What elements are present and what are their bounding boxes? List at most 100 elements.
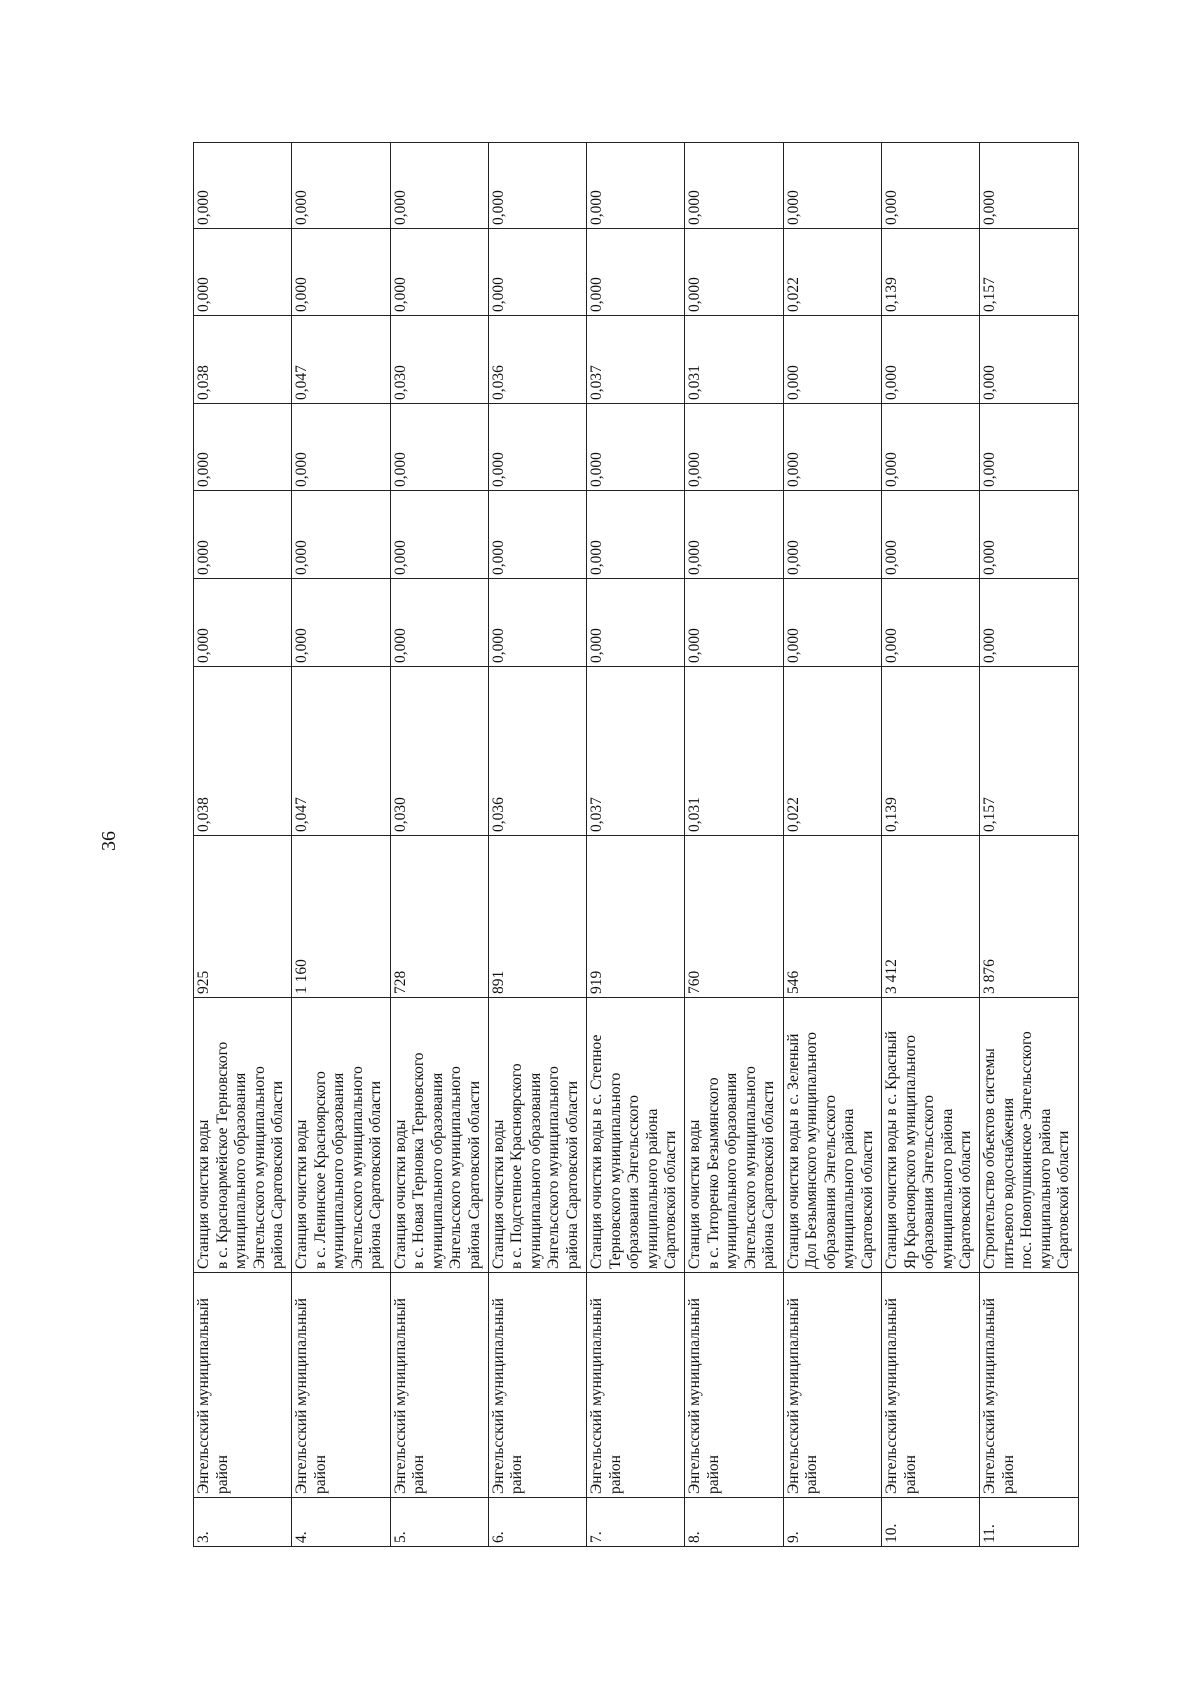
value-cell: 0,000 [488, 490, 587, 579]
value-cell: 0,000 [586, 228, 685, 316]
value-cell: 0,000 [586, 490, 685, 579]
row-number-cell: 8. [684, 1497, 784, 1547]
row-number-cell: 3. [193, 1497, 292, 1547]
value-cell: 0,000 [193, 403, 292, 491]
object-cell: Станция очистки воды в с. Степное Тернов… [586, 997, 685, 1273]
object-cell: Станция очистки воды в с. Подстепное Кра… [488, 997, 587, 1273]
row-number-cell: 5. [390, 1497, 489, 1547]
table-row: 5. Энгельсский муниципальный район Станция… [390, 142, 489, 1547]
value-cell: 0,000 [291, 142, 391, 229]
value-cell: 1 160 [291, 835, 391, 998]
value-cell: 0,038 [193, 666, 292, 836]
value-cell: 0,036 [488, 666, 587, 836]
value-cell: 0,000 [488, 403, 587, 491]
table-row: 7. Энгельсский муниципальный район Станция… [586, 142, 685, 1547]
value-cell: 0,000 [684, 228, 784, 316]
value-cell: 0,030 [390, 315, 489, 404]
district-cell: Энгельсский муниципальный район [586, 1272, 685, 1498]
district-cell: Энгельсский муниципальный район [979, 1272, 1079, 1498]
value-cell: 0,036 [488, 315, 587, 404]
district-cell: Энгельсский муниципальный район [193, 1272, 292, 1498]
value-cell: 0,000 [979, 315, 1079, 404]
value-cell: 0,022 [783, 228, 882, 316]
value-cell: 0,000 [881, 490, 980, 579]
district-cell: Энгельсский муниципальный район [783, 1272, 882, 1498]
row-number-cell: 4. [291, 1497, 391, 1547]
value-cell: 0,000 [881, 578, 980, 667]
value-cell: 0,000 [291, 403, 391, 491]
row-number-cell: 9. [783, 1497, 882, 1547]
value-cell: 0,037 [586, 666, 685, 836]
value-cell: 0,000 [390, 228, 489, 316]
object-cell: Станция очистки воды в с. Красноармейско… [193, 997, 292, 1273]
object-cell: Станция очистки воды в с. Титоренко Безы… [684, 997, 784, 1273]
table-row: 4. Энгельсский муниципальный район Станция… [291, 142, 391, 1547]
value-cell: 0,000 [488, 578, 587, 667]
row-number-cell: 7. [586, 1497, 685, 1547]
district-cell: Энгельсский муниципальный район [291, 1272, 391, 1498]
object-cell: Строительство объектов системы питьевого… [979, 997, 1079, 1273]
object-cell: Станция очистки воды в с. Красный Яр Кра… [881, 997, 980, 1273]
value-cell: 0,038 [193, 315, 292, 404]
value-cell: 0,000 [881, 142, 980, 229]
value-cell: 0,000 [783, 578, 882, 667]
value-cell: 891 [488, 835, 587, 998]
rotated-table-container: 3. Энгельсский муниципальный район Станция… [193, 142, 1079, 1547]
value-cell: 0,000 [193, 228, 292, 316]
value-cell: 0,000 [390, 142, 489, 229]
value-cell: 0,000 [390, 490, 489, 579]
value-cell: 0,000 [783, 142, 882, 229]
district-cell: Энгельсский муниципальный район [390, 1272, 489, 1498]
value-cell: 0,047 [291, 315, 391, 404]
table-row: 6. Энгельсский муниципальный район Станция… [488, 142, 587, 1547]
value-cell: 0,000 [586, 403, 685, 491]
value-cell: 0,000 [291, 228, 391, 316]
value-cell: 0,000 [979, 578, 1079, 667]
value-cell: 0,000 [783, 403, 882, 491]
row-number-cell: 10. [881, 1497, 980, 1547]
value-cell: 0,000 [390, 578, 489, 667]
object-cell: Станция очистки воды в с. Зеленый Дол Бе… [783, 997, 882, 1273]
value-cell: 0,157 [979, 666, 1079, 836]
value-cell: 0,031 [684, 666, 784, 836]
value-cell: 0,000 [291, 578, 391, 667]
value-cell: 0,000 [390, 403, 489, 491]
value-cell: 728 [390, 835, 489, 998]
row-number-cell: 6. [488, 1497, 587, 1547]
value-cell: 0,047 [291, 666, 391, 836]
value-cell: 0,000 [881, 315, 980, 404]
value-cell: 0,000 [979, 490, 1079, 579]
value-cell: 0,157 [979, 228, 1079, 316]
district-cell: Энгельсский муниципальный район [881, 1272, 980, 1498]
value-cell: 0,000 [881, 403, 980, 491]
value-cell: 925 [193, 835, 292, 998]
value-cell: 3 412 [881, 835, 980, 998]
table-row: 8. Энгельсский муниципальный район Станция… [684, 142, 784, 1547]
value-cell: 0,000 [979, 403, 1079, 491]
district-cell: Энгельсский муниципальный район [684, 1272, 784, 1498]
value-cell: 0,000 [488, 228, 587, 316]
data-table: 3. Энгельсский муниципальный район Станция… [193, 142, 1079, 1547]
table-body: 3. Энгельсский муниципальный район Станция… [193, 142, 1079, 1547]
district-cell: Энгельсский муниципальный район [488, 1272, 587, 1498]
value-cell: 0,030 [390, 666, 489, 836]
table-row: 10. Энгельсский муниципальный район Станци… [881, 142, 980, 1547]
value-cell: 919 [586, 835, 685, 998]
value-cell: 0,000 [193, 490, 292, 579]
row-number-cell: 11. [979, 1497, 1079, 1547]
value-cell: 760 [684, 835, 784, 998]
value-cell: 0,000 [783, 490, 882, 579]
value-cell: 0,000 [586, 142, 685, 229]
value-cell: 3 876 [979, 835, 1079, 998]
value-cell: 0,000 [684, 142, 784, 229]
value-cell: 546 [783, 835, 882, 998]
value-cell: 0,000 [586, 578, 685, 667]
value-cell: 0,037 [586, 315, 685, 404]
value-cell: 0,000 [979, 142, 1079, 229]
value-cell: 0,139 [881, 228, 980, 316]
value-cell: 0,000 [193, 578, 292, 667]
value-cell: 0,000 [684, 403, 784, 491]
value-cell: 0,022 [783, 666, 882, 836]
table-row: 11. Энгельсский муниципальный район Строит… [979, 142, 1079, 1547]
value-cell: 0,031 [684, 315, 784, 404]
